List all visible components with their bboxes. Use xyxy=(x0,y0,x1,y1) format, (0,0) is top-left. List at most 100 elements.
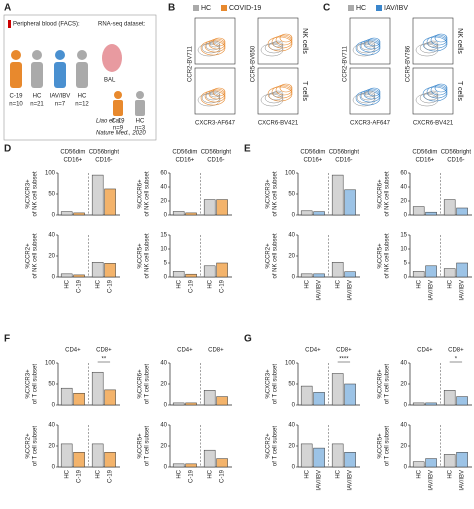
bar xyxy=(185,212,197,216)
contour xyxy=(260,43,284,57)
cohort-n: n=12 xyxy=(75,102,89,108)
significance: * xyxy=(455,357,458,363)
bar xyxy=(73,274,85,278)
cohort-n: n=3 xyxy=(135,126,146,132)
y-tick-label: 60 xyxy=(160,171,167,177)
group-header: CD4+ xyxy=(177,348,193,354)
bar xyxy=(91,262,104,278)
bar xyxy=(412,402,425,406)
y-axis-label: %CCR2+ xyxy=(26,433,32,459)
contour xyxy=(423,91,439,101)
bar xyxy=(443,390,456,406)
bar xyxy=(216,458,228,468)
y-tick-label: 0 xyxy=(292,213,296,219)
y-tick-label: 40 xyxy=(400,185,407,191)
bal-label: BAL xyxy=(104,78,116,84)
y-axis-label: of T cell subset xyxy=(385,426,391,466)
contour xyxy=(209,90,221,98)
row-label: NK cells xyxy=(456,28,463,54)
y-tick-label: 40 xyxy=(400,423,407,429)
bar xyxy=(313,447,325,468)
bar xyxy=(60,387,73,406)
y-tick-label: 10 xyxy=(400,247,407,253)
contour xyxy=(427,40,439,48)
legend-swatch xyxy=(221,5,227,11)
y-tick-label: 0 xyxy=(52,465,56,471)
contour xyxy=(279,83,293,93)
y-tick-label: 0 xyxy=(164,275,168,281)
bar xyxy=(313,273,325,278)
bar xyxy=(216,262,228,278)
y-axis-label: %CXCR3+ xyxy=(266,369,272,399)
y-tick-label: 5 xyxy=(404,261,408,267)
axis-label: CCR5-BV786 xyxy=(406,45,412,82)
group-header: CD8+ xyxy=(448,348,464,354)
axis-label: CXCR3-AF647 xyxy=(350,121,391,127)
panel-frame xyxy=(3,14,157,141)
y-tick-label: 0 xyxy=(404,213,408,219)
bar xyxy=(425,458,437,468)
cohort-n: n=9 xyxy=(113,126,124,132)
contour xyxy=(208,88,226,100)
bar xyxy=(91,443,104,468)
contour xyxy=(209,40,221,48)
y-axis-label: %CCR5+ xyxy=(378,243,384,269)
contour xyxy=(260,93,284,107)
contour xyxy=(434,33,448,43)
contour xyxy=(423,41,439,51)
x-tick-label: HC xyxy=(176,279,182,288)
contour xyxy=(359,39,381,53)
y-tick-label: 100 xyxy=(45,171,56,177)
group-header: CD56dim xyxy=(300,150,325,156)
bar xyxy=(331,443,344,468)
bar xyxy=(456,396,468,406)
y-axis-label: of T cell subset xyxy=(33,426,39,466)
y-tick-label: 20 xyxy=(288,444,295,450)
x-tick-label: HC xyxy=(304,469,310,478)
y-tick-label: 100 xyxy=(285,361,296,367)
bar xyxy=(73,452,85,468)
y-tick-label: 100 xyxy=(285,171,296,177)
contour xyxy=(212,37,226,47)
significance: **** xyxy=(339,357,349,363)
x-tick-label: IAV/IBV xyxy=(460,280,466,301)
cohort-name: HC xyxy=(33,94,42,100)
bar xyxy=(443,199,456,216)
y-tick-label: 15 xyxy=(400,233,407,239)
y-tick-label: 5 xyxy=(164,261,168,267)
panel-label: D xyxy=(4,144,11,155)
group-header: CD4+ xyxy=(305,348,321,354)
x-tick-label: HC xyxy=(176,469,182,478)
y-tick-label: 50 xyxy=(288,192,295,198)
axis-label: CCR5-BV650 xyxy=(251,45,257,82)
y-tick-label: 40 xyxy=(160,361,167,367)
x-tick-label: HC xyxy=(304,279,310,288)
group-header: CD56bright xyxy=(201,150,232,156)
citation: Liao et al., xyxy=(96,119,124,125)
y-tick-label: 20 xyxy=(288,254,295,260)
y-tick-label: 40 xyxy=(288,233,295,239)
contour xyxy=(268,41,284,51)
bar xyxy=(185,402,197,406)
y-axis-label: of NK cell subset xyxy=(33,171,39,216)
bar xyxy=(412,271,425,278)
contour xyxy=(415,43,439,57)
bar xyxy=(104,452,116,468)
bar xyxy=(172,402,185,406)
y-axis-label: %CCR5+ xyxy=(138,243,144,269)
y-tick-label: 20 xyxy=(400,444,407,450)
x-tick-label: HC xyxy=(207,469,213,478)
bar xyxy=(344,189,356,216)
legend-label: IAV/IBV xyxy=(384,5,408,12)
contour xyxy=(201,92,221,104)
x-tick-label: IAV/IBV xyxy=(317,280,323,301)
y-tick-label: 20 xyxy=(48,254,55,260)
bar xyxy=(456,207,468,216)
contour-frame xyxy=(412,17,454,65)
bar xyxy=(443,268,456,278)
group-header: CD56bright xyxy=(89,150,120,156)
x-tick-label: HC xyxy=(447,469,453,478)
y-tick-label: 20 xyxy=(48,444,55,450)
x-tick-label: C-19 xyxy=(189,279,195,293)
